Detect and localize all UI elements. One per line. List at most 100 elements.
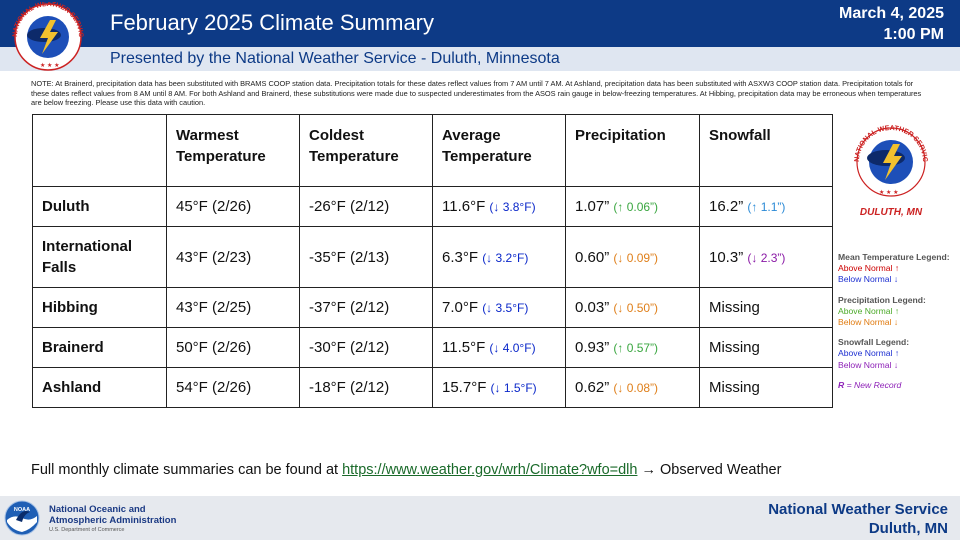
temp-departure: (↓ 4.0°F)	[489, 341, 536, 355]
page-subtitle: Presented by the National Weather Servic…	[110, 50, 560, 67]
average-temp: 11.6°F	[442, 198, 486, 215]
data-note: NOTE: At Brainerd, precipitation data ha…	[31, 79, 922, 108]
side-logo-caption: DULUTH, MN	[860, 207, 923, 218]
precip-cell: 0.62” (↓ 0.08”)	[565, 367, 700, 408]
noaa-logo-icon: NOAA	[4, 500, 40, 536]
snow-total: Missing	[709, 299, 760, 316]
legend-mean-temp-title: Mean Temperature Legend:	[838, 252, 950, 262]
link-suffix: → Observed Weather	[637, 462, 782, 478]
average-temp: 11.5°F	[442, 339, 486, 356]
coldest-temp: -18°F (2/12)	[299, 367, 433, 408]
legend-snow-below: Below Normal ↓	[838, 359, 899, 370]
table-row: Hibbing 43°F (2/25) -37°F (2/12) 7.0°F (…	[32, 287, 833, 328]
nws-footer-line2: Duluth, MN	[868, 520, 948, 537]
snow-cell: Missing	[699, 327, 833, 368]
snow-total: Missing	[709, 339, 760, 356]
warmest-temp: 50°F (2/26)	[166, 327, 300, 368]
average-temp-cell: 6.3°F (↓ 3.2°F)	[432, 226, 566, 288]
warmest-temp: 43°F (2/23)	[166, 226, 300, 288]
average-temp: 15.7°F	[442, 379, 487, 396]
header-precipitation: Precipitation	[565, 114, 700, 187]
precip-departure: (↓ 0.08”)	[613, 381, 659, 395]
noaa-name-line2: Atmospheric Administration	[49, 515, 177, 526]
warmest-temp: 45°F (2/26)	[166, 186, 300, 227]
average-temp-cell: 7.0°F (↓ 3.5°F)	[432, 287, 566, 328]
temp-departure: (↓ 3.2°F)	[482, 250, 529, 265]
precip-departure: (↓ 0.09”)	[613, 250, 659, 265]
warmest-temp: 43°F (2/25)	[166, 287, 300, 328]
header-blank	[32, 114, 167, 187]
average-temp-cell: 11.6°F (↓ 3.8°F)	[432, 186, 566, 227]
precip-departure: (↓ 0.50”)	[613, 301, 659, 315]
legend-precip-above: Above Normal ↑	[838, 305, 900, 316]
svg-text:★ ★ ★: ★ ★ ★	[879, 189, 898, 196]
precip-total: 0.62”	[575, 379, 610, 396]
temp-departure: (↓ 3.5°F)	[482, 301, 529, 315]
report-time: 1:00 PM	[883, 26, 944, 43]
average-temp: 7.0°F	[442, 299, 479, 316]
legend-mean-below: Below Normal ↓	[838, 274, 899, 285]
city-name: Ashland	[32, 367, 167, 408]
precip-cell: 1.07” (↑ 0.06”)	[565, 186, 700, 227]
snow-departure: (↑ 1.1”)	[747, 200, 786, 214]
legend: Mean Temperature Legend: Above Normal ↑ …	[838, 252, 960, 391]
precip-total: 0.60”	[575, 248, 610, 266]
city-name: Brainerd	[32, 327, 167, 368]
table-row: Ashland 54°F (2/26) -18°F (2/12) 15.7°F …	[32, 367, 833, 408]
snow-departure: (↓ 2.3”)	[747, 250, 786, 265]
climate-link-line: Full monthly climate summaries can be fo…	[31, 462, 781, 478]
legend-precip-below: Below Normal ↓	[838, 317, 899, 328]
header-coldest: Coldest Temperature	[299, 114, 433, 187]
report-date: March 4, 2025	[839, 5, 944, 22]
subtitle-bar: Presented by the National Weather Servic…	[0, 47, 960, 71]
precip-total: 1.07”	[575, 198, 610, 215]
nws-duluth-logo-icon: NATIONAL WEATHER SERVICE ★ ★ ★ DULUTH, M…	[850, 118, 928, 218]
precip-cell: 0.93” (↑ 0.57”)	[565, 327, 700, 368]
table-row: International Falls 43°F (2/23) -35°F (2…	[32, 226, 833, 288]
legend-precip-title: Precipitation Legend:	[838, 294, 926, 305]
svg-text:NOAA: NOAA	[14, 507, 30, 513]
temp-departure: (↓ 3.8°F)	[489, 200, 536, 214]
coldest-temp: -30°F (2/12)	[299, 327, 433, 368]
nws-footer-label: National Weather Service Duluth, MN	[768, 500, 948, 538]
average-temp-cell: 15.7°F (↓ 1.5°F)	[432, 367, 566, 408]
table-row: Brainerd 50°F (2/26) -30°F (2/12) 11.5°F…	[32, 327, 833, 368]
precip-total: 0.93”	[575, 339, 610, 356]
snow-cell: Missing	[699, 367, 833, 408]
city-name: Duluth	[32, 186, 167, 227]
report-datetime: March 4, 2025 1:00 PM	[839, 3, 944, 45]
legend-record-text: = New Record	[844, 379, 902, 390]
svg-text:★ ★ ★: ★ ★ ★	[40, 62, 59, 69]
header-snowfall: Snowfall	[699, 114, 833, 187]
legend-snow-above: Above Normal ↑	[838, 348, 900, 359]
table-row: Duluth 45°F (2/26) -26°F (2/12) 11.6°F (…	[32, 186, 833, 227]
header-warmest: Warmest Temperature	[166, 114, 300, 187]
noaa-name-line1: National Oceanic and	[49, 504, 146, 515]
coldest-temp: -35°F (2/13)	[299, 226, 433, 288]
city-name: International Falls	[32, 226, 167, 288]
climate-summary-link[interactable]: https://www.weather.gov/wrh/Climate?wfo=…	[342, 462, 638, 478]
table-header-row: Warmest Temperature Coldest Temperature …	[32, 114, 833, 187]
average-temp: 6.3°F	[442, 248, 479, 266]
warmest-temp: 54°F (2/26)	[166, 367, 300, 408]
precip-cell: 0.03” (↓ 0.50”)	[565, 287, 700, 328]
legend-record-letter: R	[838, 379, 845, 390]
snow-total: Missing	[709, 379, 760, 396]
link-prefix: Full monthly climate summaries can be fo…	[31, 462, 343, 478]
climate-table: Warmest Temperature Coldest Temperature …	[32, 114, 833, 408]
nws-footer-line1: National Weather Service	[768, 501, 948, 518]
noaa-department: U.S. Department of Commerce	[49, 527, 125, 533]
temp-departure: (↓ 1.5°F)	[490, 381, 537, 395]
coldest-temp: -37°F (2/12)	[299, 287, 433, 328]
header-average: Average Temperature	[432, 114, 566, 187]
nws-logo-icon: NATIONAL WEATHER SERVICE ★ ★ ★	[4, 2, 84, 71]
page-title: February 2025 Climate Summary	[110, 10, 435, 35]
snow-total: 16.2”	[709, 198, 744, 215]
snow-cell: 16.2” (↑ 1.1”)	[699, 186, 833, 227]
header-bar: February 2025 Climate Summary March 4, 2…	[0, 0, 960, 47]
noaa-name: National Oceanic and Atmospheric Adminis…	[49, 504, 176, 526]
snow-cell: 10.3” (↓ 2.3”)	[699, 226, 833, 288]
precip-departure: (↑ 0.06”)	[613, 200, 659, 214]
coldest-temp: -26°F (2/12)	[299, 186, 433, 227]
precip-total: 0.03”	[575, 299, 610, 316]
